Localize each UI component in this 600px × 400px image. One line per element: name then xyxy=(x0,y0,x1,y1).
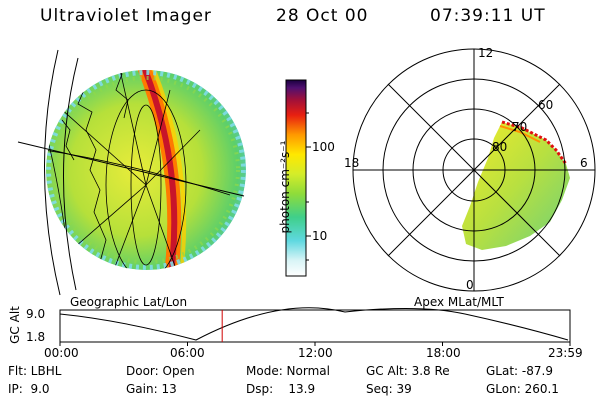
mlat-label-60: 60 xyxy=(538,98,554,112)
info-glat: GLat: -87.9 xyxy=(486,364,553,378)
colorbar-unit-label: photon cm⁻²s⁻¹ xyxy=(278,140,292,234)
polar-image xyxy=(462,120,570,250)
mlt-label-18: 18 xyxy=(344,156,360,170)
info-ip: IP: 9.0 xyxy=(8,382,50,396)
date-label: 28 Oct 00 xyxy=(276,6,369,26)
altitude-xtick-4: 23:59 xyxy=(548,346,583,360)
altitude-curve xyxy=(59,307,569,341)
altitude-xtick-0: 00:00 xyxy=(44,346,79,360)
time-label: 07:39:11 UT xyxy=(430,6,546,26)
altitude-xtick-2: 12:00 xyxy=(298,346,333,360)
globe-outer-grid xyxy=(17,49,245,296)
altitude-ytick-high: 9.0 xyxy=(26,307,46,321)
left-panel-caption: Geographic Lat/Lon xyxy=(70,295,188,309)
instrument-title: Ultraviolet Imager xyxy=(40,6,212,26)
info-gcalt: GC Alt: 3.8 Re xyxy=(366,364,450,378)
mlt-label-0: 0 xyxy=(466,278,474,292)
altitude-xtick-3: 18:00 xyxy=(426,346,461,360)
info-seq: Seq: 39 xyxy=(366,382,412,396)
polar-grid xyxy=(352,48,596,292)
colorbar-tick-100: 100 xyxy=(312,140,335,154)
info-glon: GLon: 260.1 xyxy=(486,382,559,396)
mlt-label-12: 12 xyxy=(478,46,494,60)
info-gain: Gain: 13 xyxy=(126,382,177,396)
altitude-ytick-low: 1.8 xyxy=(26,330,46,344)
altitude-plot-frame xyxy=(59,309,571,343)
mlat-label-80: 80 xyxy=(492,140,508,154)
info-dsp: Dsp: 13.9 xyxy=(246,382,316,396)
info-mode: Mode: Normal xyxy=(246,364,330,378)
mlt-label-6: 6 xyxy=(580,156,588,170)
info-flt: Flt: LBHL xyxy=(8,364,62,378)
right-panel-caption: Apex MLat/MLT xyxy=(414,295,504,309)
mlat-label-70: 70 xyxy=(512,120,528,134)
colorbar-tick-10: 10 xyxy=(312,229,328,243)
altitude-ylabel: GC Alt xyxy=(8,306,22,344)
altitude-xtick-1: 06:00 xyxy=(170,346,205,360)
colorbar xyxy=(285,79,307,277)
info-door: Door: Open xyxy=(126,364,195,378)
